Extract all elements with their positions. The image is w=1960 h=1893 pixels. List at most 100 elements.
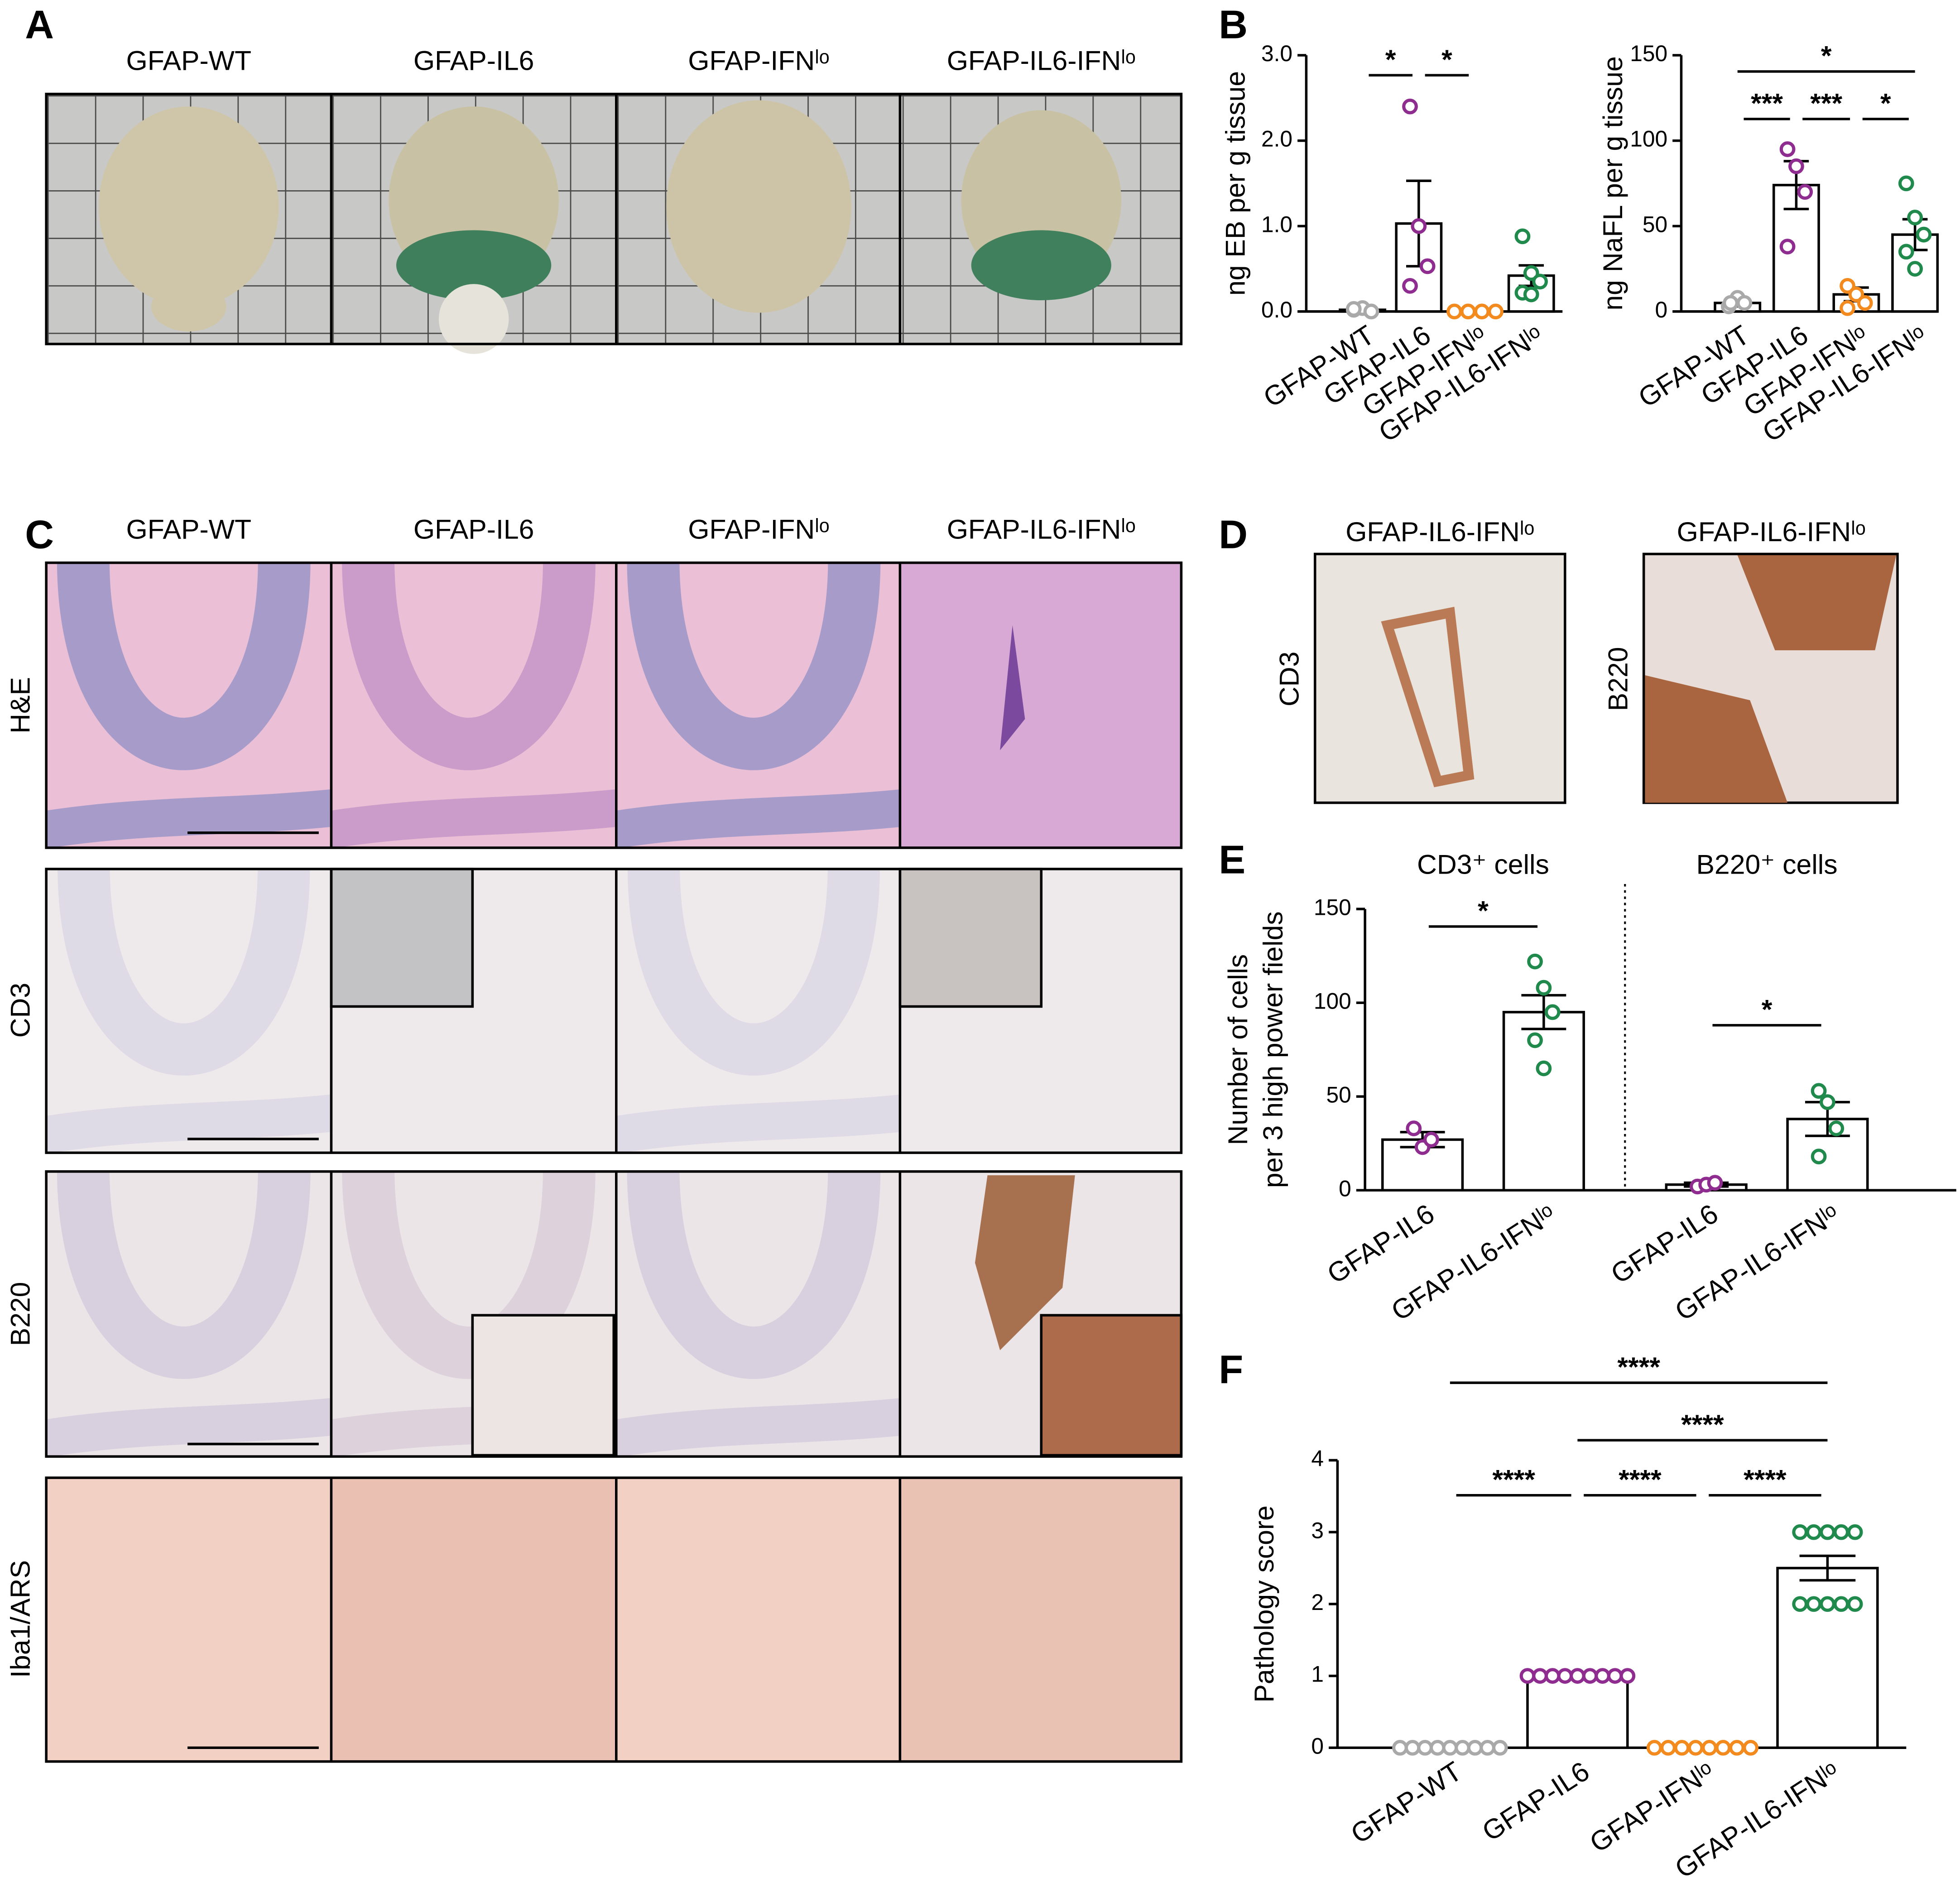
data-point — [1557, 1668, 1573, 1684]
significance-label: *** — [1810, 87, 1842, 118]
panel-label: D — [1219, 512, 1248, 557]
row-label: H&E — [5, 677, 36, 734]
significance-label: * — [1478, 895, 1489, 926]
column-label: GFAP-IL6-IFNˡᵒ — [947, 514, 1136, 545]
micrograph — [1313, 553, 1566, 804]
data-point — [1480, 1739, 1496, 1756]
inset — [471, 1314, 615, 1457]
y-tick-label: 100 — [1630, 126, 1667, 152]
y-tick-label: 1.0 — [1261, 211, 1292, 237]
grid-frames — [45, 561, 1183, 1763]
data-point — [1729, 1739, 1745, 1756]
tissue — [975, 1175, 1075, 1350]
row-label: B220 — [5, 1282, 36, 1346]
y-axis-label: ng NaFL per g tissue — [1597, 56, 1628, 310]
y-tick-label: 0 — [1311, 1733, 1324, 1758]
frame — [45, 561, 1183, 849]
data-point — [1423, 1132, 1439, 1148]
frame — [45, 92, 1183, 346]
y-tick-label: 50 — [1643, 211, 1667, 237]
group-label: CD3⁺ cells — [1417, 849, 1549, 879]
tissue — [1000, 625, 1025, 750]
data-point — [1544, 1004, 1561, 1020]
group-label: B220⁺ cells — [1696, 849, 1837, 879]
bar — [1502, 1011, 1585, 1192]
brain — [99, 106, 279, 307]
micrograph — [900, 1478, 1182, 1762]
data-point — [1532, 1668, 1548, 1684]
column-label: GFAP-WT — [126, 45, 251, 76]
micrograph — [331, 1478, 615, 1762]
data-point — [1715, 1739, 1731, 1756]
significance-label: *** — [1751, 87, 1783, 118]
data-point — [1736, 295, 1753, 311]
data-point — [1788, 158, 1804, 174]
column-label: GFAP-IL6-IFNˡᵒ — [1345, 516, 1534, 547]
y-tick-label: 100 — [1314, 988, 1351, 1014]
y-tick-label: 4 — [1311, 1446, 1324, 1471]
data-point — [1569, 1668, 1585, 1684]
data-point — [1532, 274, 1548, 290]
data-point — [1674, 1739, 1690, 1756]
data-point — [1536, 980, 1552, 996]
data-point — [1419, 258, 1436, 274]
data-point — [1607, 1668, 1623, 1684]
column-label: GFAP-IL6 — [413, 514, 534, 545]
panel-label: F — [1219, 1347, 1243, 1392]
data-point — [1474, 303, 1490, 320]
data-point — [1417, 1739, 1433, 1756]
brain — [151, 281, 226, 332]
frame — [45, 1170, 1183, 1458]
frame — [45, 868, 1183, 1154]
data-point — [1442, 1739, 1458, 1756]
data-point — [1460, 303, 1476, 320]
y-tick-label: 50 — [1326, 1082, 1351, 1107]
column-label: GFAP-IL6-IFNˡᵒ — [947, 45, 1136, 76]
significance-label: * — [1441, 44, 1452, 75]
data-point — [1797, 184, 1813, 200]
data-point — [1646, 1739, 1662, 1756]
data-point — [1411, 218, 1427, 234]
y-tick-label: 3 — [1311, 1518, 1324, 1543]
y-tick-label: 0 — [1339, 1176, 1351, 1201]
y-tick-label: 150 — [1630, 41, 1667, 66]
column-label: GFAP-IFNˡᵒ — [688, 514, 829, 545]
data-point — [1701, 1739, 1717, 1756]
data-point — [1446, 303, 1462, 320]
data-point — [1898, 244, 1914, 260]
significance-label: **** — [1744, 1464, 1787, 1494]
inset — [330, 868, 474, 1008]
significance-label: **** — [1681, 1409, 1724, 1440]
inset — [898, 868, 1043, 1008]
data-point — [1707, 1175, 1723, 1191]
y-tick-label: 0.0 — [1261, 297, 1292, 322]
data-point — [1916, 226, 1932, 243]
y-tick-label: 0 — [1655, 297, 1667, 322]
data-point — [1723, 295, 1739, 311]
data-point — [1898, 175, 1914, 192]
significance-label: * — [1880, 87, 1891, 118]
frame — [45, 1476, 1183, 1763]
panel-label: C — [25, 512, 54, 557]
significance-label: * — [1821, 40, 1832, 71]
y-axis-label: per 3 high power fields — [1257, 911, 1288, 1188]
panel-label: A — [25, 2, 54, 47]
row-label: CD3 — [1273, 652, 1304, 706]
data-point — [1811, 1083, 1827, 1099]
brain — [666, 100, 851, 313]
brain-stain — [396, 230, 552, 300]
data-point — [1660, 1739, 1676, 1756]
data-point — [1820, 1094, 1835, 1110]
micrograph — [900, 562, 1182, 848]
data-point — [1792, 1596, 1808, 1612]
data-point — [1514, 228, 1531, 245]
significance-label: * — [1385, 44, 1396, 75]
data-point — [1857, 295, 1873, 311]
data-point — [1519, 1668, 1536, 1684]
data-point — [1455, 1739, 1470, 1756]
y-axis-label: Number of cells — [1222, 954, 1253, 1145]
column-label: GFAP-WT — [126, 514, 251, 545]
data-point — [1907, 209, 1923, 226]
